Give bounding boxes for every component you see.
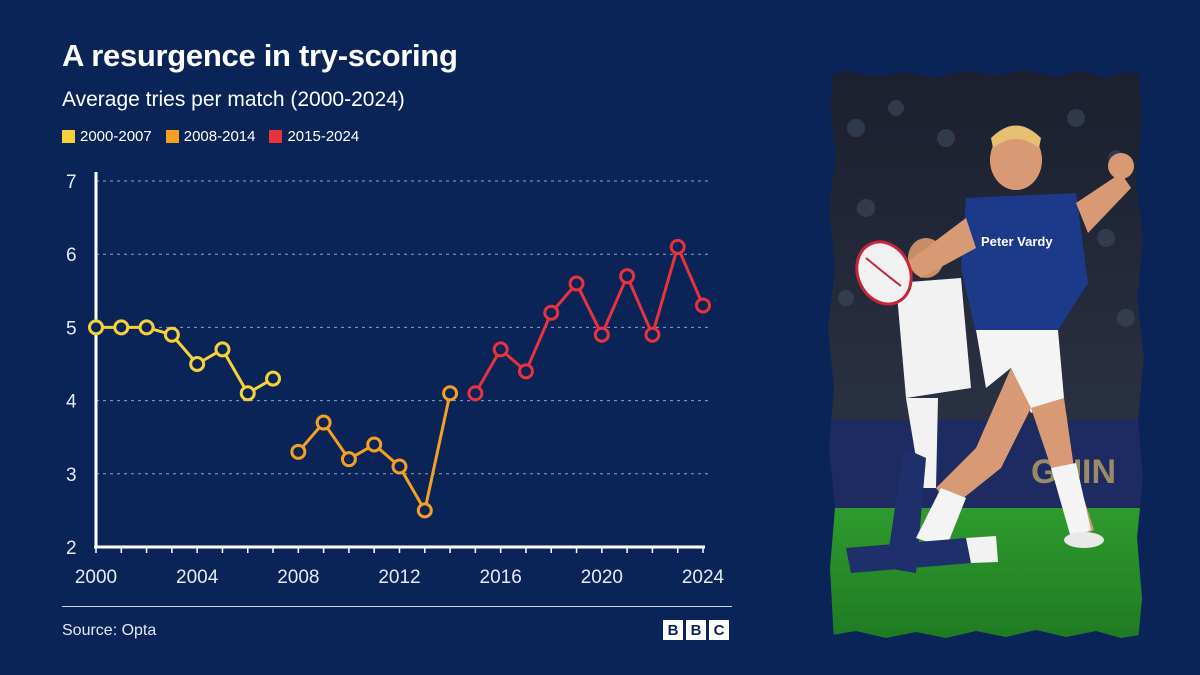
rugby-player-photo: GUIN Peter Vardy: [826, 68, 1146, 642]
legend-item-2: 2008-2014: [165, 128, 256, 145]
data-point-1-2005: [214, 341, 231, 358]
bbc-logo-letter-2: B: [686, 620, 706, 640]
data-point-2-2012: [391, 458, 408, 475]
data-point-1-2004: [189, 356, 206, 372]
legend-label-3: 2015-2024: [287, 128, 360, 145]
bbc-logo-letter-1: B: [663, 620, 683, 640]
sponsor-text: Peter Vardy: [981, 234, 1053, 249]
x-tick-label-2016: 2016: [480, 567, 522, 588]
bbc-logo-letter-3: C: [709, 620, 729, 640]
bbc-logo: B B C: [663, 620, 729, 640]
data-point-3-2019: [568, 275, 585, 292]
x-tick-label-2008: 2008: [277, 567, 319, 588]
data-point-3-2018: [543, 304, 560, 321]
chart-title: A resurgence in try-scoring: [62, 38, 458, 73]
y-tick-label-6: 6: [66, 245, 77, 266]
legend-label-1: 2000-2007: [80, 128, 152, 145]
data-point-3-2022: [644, 326, 661, 343]
y-tick-label-2: 2: [66, 538, 77, 559]
y-tick-label-7: 7: [66, 172, 77, 193]
legend-swatch-2: [165, 130, 179, 143]
source-note: Source: Opta: [62, 622, 157, 639]
y-tick-label-3: 3: [66, 465, 77, 486]
data-point-2-2010: [340, 451, 357, 468]
data-point-2-2014: [442, 385, 459, 402]
chart-subtitle: Average tries per match (2000-2024): [62, 88, 405, 111]
data-point-3-2015: [467, 385, 484, 402]
data-point-1-2000: [88, 319, 104, 336]
x-tick-label-2004: 2004: [176, 567, 219, 588]
data-point-3-2023: [669, 238, 686, 255]
data-point-3-2017: [517, 363, 534, 380]
legend-label-2: 2008-2014: [183, 128, 256, 145]
data-point-2-2009: [315, 414, 332, 431]
data-point-3-2020: [593, 326, 610, 343]
data-point-1-2003: [163, 326, 180, 343]
data-point-1-2006: [239, 385, 256, 402]
data-point-3-2024: [695, 297, 711, 314]
series-line-3: [474, 245, 705, 395]
data-point-2-2013: [416, 502, 433, 519]
legend: 2000-2007 2008-2014 2015-2024: [62, 128, 359, 145]
x-tick-label-2000: 2000: [75, 567, 117, 588]
legend-swatch-3: [269, 130, 283, 143]
legend-swatch-1: [62, 130, 75, 143]
data-point-1-2001: [113, 319, 130, 336]
y-tick-label-5: 5: [66, 318, 77, 339]
footer-divider: [62, 606, 732, 607]
data-point-2-2011: [366, 436, 383, 453]
x-tick-label-2024: 2024: [682, 567, 725, 588]
y-tick-label-4: 4: [66, 392, 77, 413]
x-tick-label-2020: 2020: [581, 567, 623, 588]
data-point-1-2007: [265, 370, 282, 387]
photo-illustration: GUIN Peter Vardy: [826, 68, 1146, 642]
data-point-3-2016: [492, 341, 509, 358]
legend-item-3: 2015-2024: [269, 128, 359, 145]
data-point-3-2021: [619, 268, 636, 285]
data-point-1-2002: [138, 319, 155, 336]
line-chart: 2 3 4 5 6 7 2000 2004 2008 2012 2016 2020 2024: [66, 172, 725, 588]
series-line-1: [96, 325, 274, 395]
data-point-2-2008: [290, 443, 307, 460]
x-tick-label-2012: 2012: [378, 567, 420, 588]
legend-item-1: 2000-2007: [62, 128, 152, 145]
